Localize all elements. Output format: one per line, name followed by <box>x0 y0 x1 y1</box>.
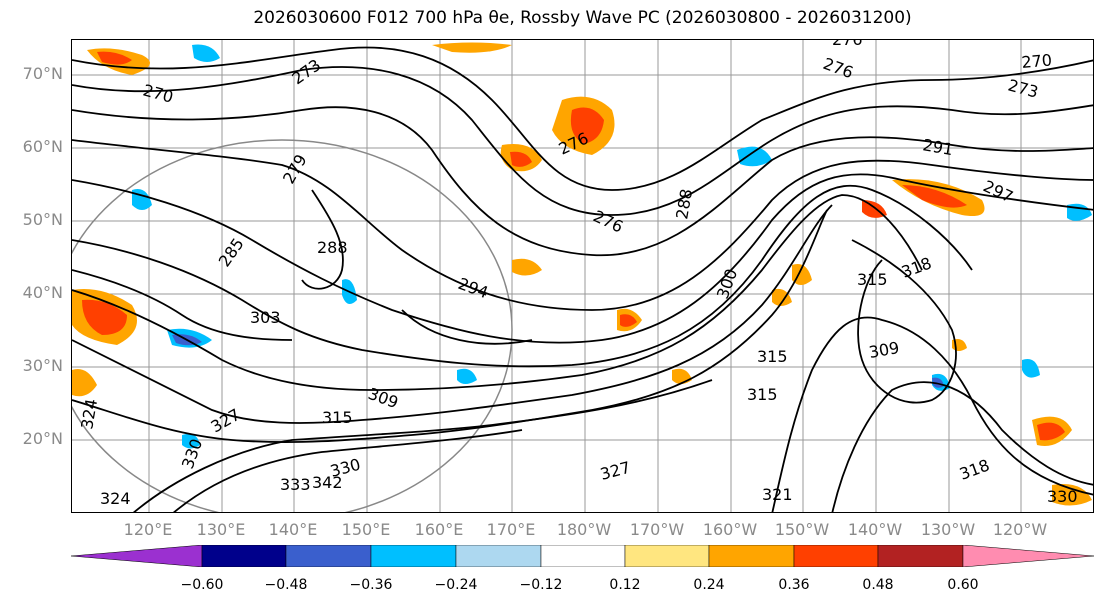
contour-label: 318 <box>957 455 992 483</box>
contour-label: 285 <box>215 234 248 270</box>
contour-label: 315 <box>747 385 778 404</box>
contour-label: 318 <box>899 253 934 281</box>
lat-label-40n: 40°N <box>22 283 63 302</box>
lon-label-130e: 130°E <box>196 520 246 539</box>
theta-e-contours <box>72 46 1093 512</box>
colorbar-tick: 0.48 <box>862 577 894 593</box>
colorbar-tick: −0.36 <box>349 577 393 593</box>
contour-label: 276 <box>590 206 626 236</box>
colorbar-segment <box>201 545 287 567</box>
colorbar-segment <box>71 545 203 567</box>
lon-label-120w: 120°W <box>992 520 1048 539</box>
lon-label-170w: 170°W <box>629 520 685 539</box>
colorbar-segment <box>540 545 626 567</box>
contour-label: 279 <box>279 151 311 187</box>
contour-label: 342 <box>312 473 343 492</box>
colorbar-tick: 0.60 <box>947 577 979 593</box>
lon-label-120e: 120°E <box>123 520 173 539</box>
map-title: 2026030600 F012 700 hPa θe, Rossby Wave … <box>253 8 912 28</box>
lon-label-150w: 150°W <box>774 520 830 539</box>
contour-label: 327 <box>598 458 632 484</box>
contour-label: 297 <box>980 176 1016 206</box>
contour-label: 300 <box>713 266 741 301</box>
colorbar-segment <box>793 545 879 567</box>
contour-label: 315 <box>322 408 353 427</box>
contour-label: 333 <box>280 475 311 494</box>
contour-label: 330 <box>1047 487 1078 506</box>
shaded-anomalies <box>72 42 1092 506</box>
contour-label: 294 <box>456 274 491 302</box>
contour-label: 324 <box>77 397 101 430</box>
colorbar-tick: 0.12 <box>609 577 641 593</box>
colorbar-segment <box>708 545 795 567</box>
lat-label-70n: 70°N <box>22 64 63 83</box>
lat-label-30n: 30°N <box>22 356 63 375</box>
lon-label-180w: 180°W <box>556 520 612 539</box>
contour-label: 324 <box>100 489 131 508</box>
lat-label-50n: 50°N <box>22 210 63 229</box>
contour-label: 270 <box>141 81 175 107</box>
contour-label: 303 <box>250 308 281 327</box>
map-canvas: 270 270 273 273 276 276 276 276 279 285 … <box>72 40 1093 512</box>
colorbar <box>71 545 1094 567</box>
lon-label-140e: 140°E <box>268 520 318 539</box>
lat-label-20n: 20°N <box>22 429 63 448</box>
colorbar-segment <box>455 545 542 567</box>
contour-label: 276 <box>821 54 856 82</box>
colorbar-segment <box>624 545 710 567</box>
lon-label-160w: 160°W <box>702 520 758 539</box>
rossby-region-outline <box>72 139 513 512</box>
lon-label-150e: 150°E <box>341 520 391 539</box>
contour-label: 288 <box>317 238 348 257</box>
lon-label-130w: 130°W <box>920 520 976 539</box>
contour-label: 309 <box>867 338 900 362</box>
lon-label-140w: 140°W <box>847 520 903 539</box>
map-panel: 270 270 273 273 276 276 276 276 279 285 … <box>71 39 1094 513</box>
contour-label: 291 <box>921 135 954 159</box>
contour-label: 273 <box>1006 76 1040 102</box>
colorbar-segment <box>285 545 372 567</box>
colorbar-segment <box>370 545 457 567</box>
lon-label-160e: 160°E <box>414 520 464 539</box>
colorbar-tick: 0.24 <box>693 577 725 593</box>
contour-label: 315 <box>857 270 888 289</box>
contour-label: 315 <box>757 347 788 366</box>
contour-label: 309 <box>366 384 401 412</box>
colorbar-segment <box>877 545 964 567</box>
contour-label: 270 <box>1021 50 1053 72</box>
lon-label-170e: 170°E <box>486 520 536 539</box>
contour-label: 321 <box>762 485 793 504</box>
contour-label: 276 <box>832 40 863 49</box>
colorbar-tick: −0.24 <box>434 577 478 593</box>
contour-label: 288 <box>672 187 696 220</box>
lat-label-60n: 60°N <box>22 137 63 156</box>
colorbar-tick: −0.48 <box>264 577 308 593</box>
colorbar-tick: −0.12 <box>519 577 563 593</box>
colorbar-tick: −0.60 <box>180 577 224 593</box>
colorbar-tick: 0.36 <box>778 577 810 593</box>
colorbar-segment <box>962 545 1094 567</box>
